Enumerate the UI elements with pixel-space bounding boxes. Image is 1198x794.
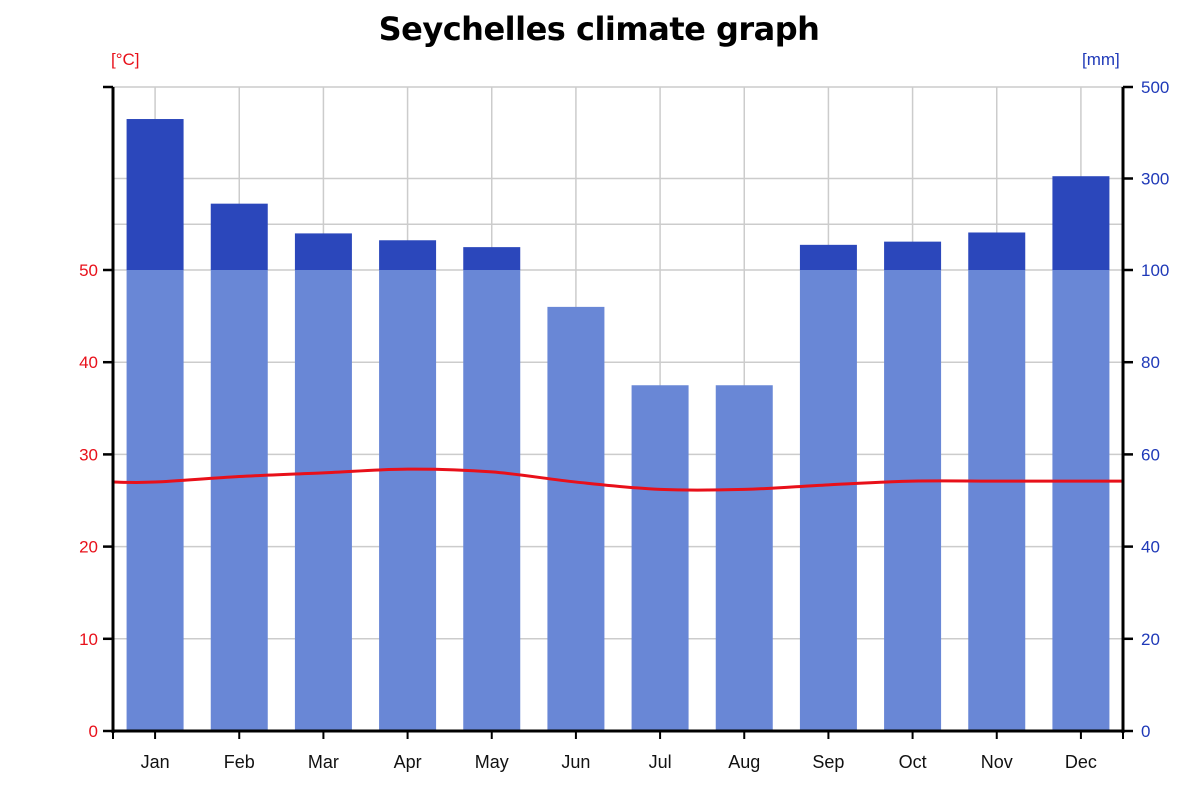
precip-bar-sep bbox=[799, 270, 857, 731]
right-tick-label: 100 bbox=[1141, 261, 1169, 280]
right-tick-label: 60 bbox=[1141, 445, 1160, 464]
precip-bar-top-may bbox=[463, 247, 521, 270]
x-tick-label-oct: Oct bbox=[899, 752, 927, 772]
temperature-line bbox=[112, 467, 1123, 492]
x-tick-label-mar: Mar bbox=[308, 752, 339, 772]
precip-bar-apr bbox=[379, 270, 437, 731]
x-tick-label-jun: Jun bbox=[561, 752, 590, 772]
left-tick-label: 20 bbox=[79, 538, 98, 557]
precipitation-bars bbox=[126, 119, 1110, 731]
precip-bar-feb bbox=[210, 270, 268, 731]
precip-bar-top-mar bbox=[294, 233, 352, 270]
x-tick-label-feb: Feb bbox=[224, 752, 255, 772]
left-axis-unit: [°C] bbox=[111, 50, 140, 69]
right-tick-label: 0 bbox=[1141, 722, 1150, 741]
precip-bar-dec bbox=[1052, 270, 1110, 731]
precip-bar-aug bbox=[715, 385, 773, 731]
right-tick-label: 40 bbox=[1141, 538, 1160, 557]
precip-bar-top-dec bbox=[1052, 176, 1110, 270]
precip-bar-jan bbox=[126, 270, 184, 731]
precip-bar-top-oct bbox=[884, 241, 942, 270]
precip-bar-jul bbox=[631, 385, 689, 731]
x-tick-label-may: May bbox=[475, 752, 509, 772]
precip-bar-nov bbox=[968, 270, 1026, 731]
right-axis-unit: [mm] bbox=[1082, 50, 1120, 69]
right-tick-label: 500 bbox=[1141, 78, 1169, 97]
left-tick-label: 10 bbox=[79, 630, 98, 649]
x-tick-label-nov: Nov bbox=[981, 752, 1013, 772]
right-tick-label: 300 bbox=[1141, 170, 1169, 189]
precip-bar-top-nov bbox=[968, 232, 1026, 270]
left-tick-label: 30 bbox=[79, 445, 98, 464]
x-tick-label-dec: Dec bbox=[1065, 752, 1097, 772]
precip-bar-jun bbox=[547, 306, 605, 731]
chart-title: Seychelles climate graph bbox=[378, 10, 820, 48]
precip-bar-mar bbox=[294, 270, 352, 731]
x-tick-label-apr: Apr bbox=[394, 752, 422, 772]
left-tick-label: 0 bbox=[89, 722, 98, 741]
right-tick-label: 20 bbox=[1141, 630, 1160, 649]
x-tick-label-jul: Jul bbox=[649, 752, 672, 772]
x-tick-label-jan: Jan bbox=[141, 752, 170, 772]
precip-bar-may bbox=[463, 270, 521, 731]
precip-bar-top-jan bbox=[126, 119, 184, 271]
left-tick-label: 40 bbox=[79, 353, 98, 372]
precip-bar-oct bbox=[884, 270, 942, 731]
x-tick-label-sep: Sep bbox=[812, 752, 844, 772]
precip-bar-top-apr bbox=[379, 240, 437, 270]
x-tick-label-aug: Aug bbox=[728, 752, 760, 772]
right-tick-label: 80 bbox=[1141, 353, 1160, 372]
precip-bar-top-feb bbox=[210, 203, 268, 270]
temperature-line-layer bbox=[112, 467, 1123, 492]
left-tick-label: 50 bbox=[79, 261, 98, 280]
precip-bar-top-sep bbox=[799, 244, 857, 270]
